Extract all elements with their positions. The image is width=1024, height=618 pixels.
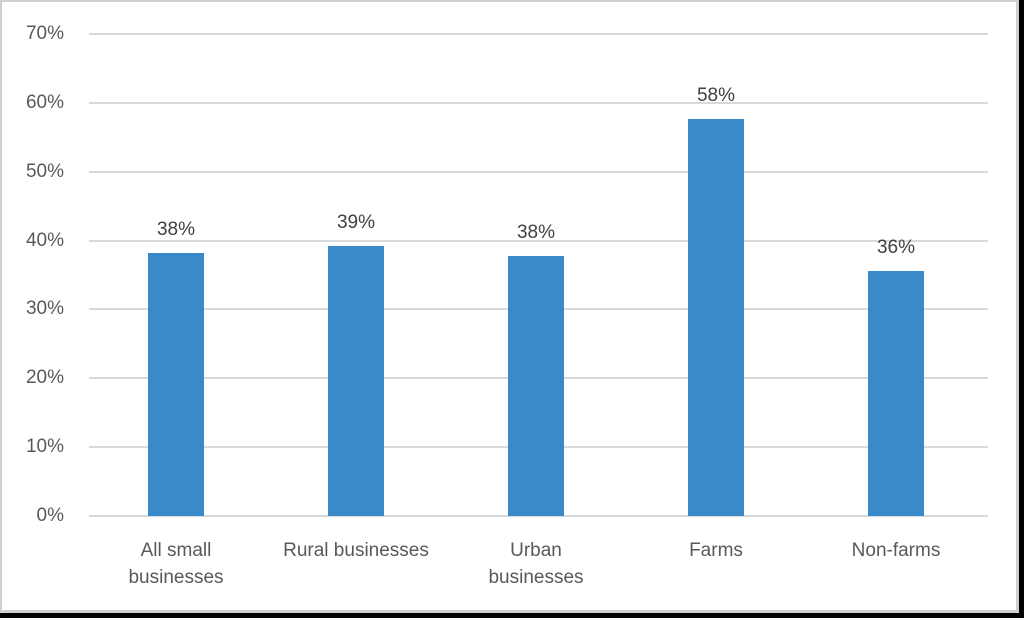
x-axis-label-line: businesses	[488, 567, 584, 588]
x-axis-label-line	[266, 564, 446, 591]
x-axis-label-line: All small	[140, 540, 212, 561]
data-label: 38%	[516, 222, 556, 244]
x-axis-label: Rural businesses	[266, 537, 446, 591]
x-axis-label-line	[806, 564, 986, 591]
x-axis-label-line: businesses	[128, 567, 224, 588]
x-axis-label-line: Farms	[689, 540, 743, 561]
gridline-40	[89, 239, 988, 242]
y-tick-label: 50%	[25, 160, 64, 182]
x-axis-label-line: Non-farms	[851, 540, 941, 561]
bar-farms	[688, 119, 744, 516]
gridline-50	[89, 170, 988, 173]
y-tick-label: 60%	[25, 91, 64, 113]
plot-area: 0% 10% 20% 30% 40% 50% 60% 70% 38% All small busin…	[2, 2, 1016, 610]
x-axis-label-line: Urban	[510, 540, 562, 561]
data-label: 39%	[336, 212, 376, 234]
x-axis-label: Non-farms	[806, 537, 986, 591]
y-tick-label: 20%	[25, 367, 64, 389]
y-tick-label: 30%	[25, 298, 64, 320]
bar-rural-businesses	[328, 246, 384, 516]
data-label: 58%	[696, 85, 736, 107]
x-axis-label: All small businesses	[86, 537, 266, 591]
x-axis-label: Farms	[626, 537, 806, 591]
gridline-0	[89, 515, 988, 517]
bar-non-farms	[868, 270, 924, 516]
y-tick-label: 40%	[25, 229, 64, 251]
x-axis-label-line: Rural businesses	[283, 540, 429, 561]
y-tick-label: 10%	[25, 436, 64, 458]
gridline-60	[89, 101, 988, 104]
x-axis-label-line	[626, 564, 806, 591]
bar-all-small-businesses	[148, 252, 204, 516]
data-label: 36%	[876, 236, 916, 258]
gridline-70	[89, 33, 988, 35]
y-tick-label: 70%	[25, 23, 64, 44]
x-axis-label: Urban businesses	[446, 537, 626, 591]
data-label: 38%	[156, 218, 196, 240]
bar-urban-businesses	[508, 256, 564, 516]
y-tick-label: 0%	[36, 505, 64, 526]
